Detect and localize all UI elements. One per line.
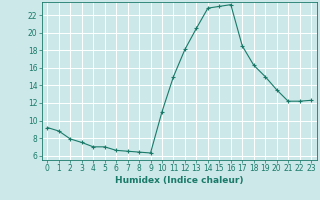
X-axis label: Humidex (Indice chaleur): Humidex (Indice chaleur) (115, 176, 244, 185)
